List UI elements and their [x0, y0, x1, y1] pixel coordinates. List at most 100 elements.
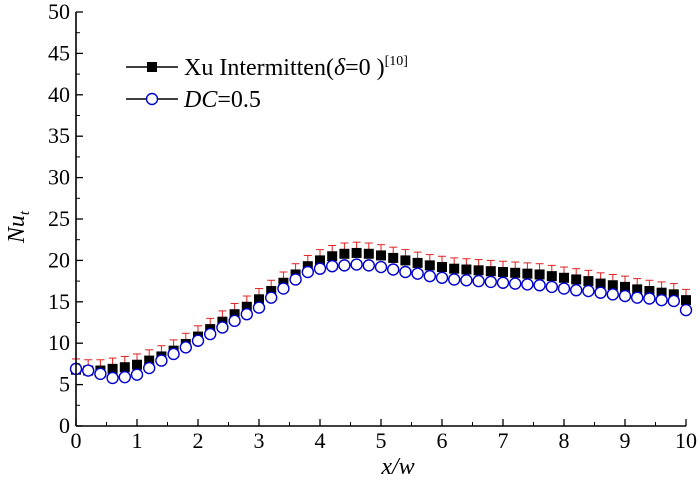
- data-point-series2: [277, 282, 290, 295]
- data-point-series1: [595, 278, 606, 289]
- data-point-series2: [81, 364, 95, 377]
- legend-marker-series1: [147, 62, 157, 72]
- data-point-series2: [350, 258, 363, 271]
- data-point-series1: [424, 260, 435, 271]
- x-tick-label: 0: [71, 428, 82, 453]
- data-point-series1: [522, 268, 533, 279]
- data-point-series1: [473, 265, 484, 276]
- legend-label-series1-delta: δ: [334, 55, 346, 81]
- x-tick-label: 6: [437, 428, 448, 453]
- x-tick-label: 1: [132, 428, 143, 453]
- data-point-series2: [570, 284, 583, 297]
- data-point-series2: [582, 284, 595, 298]
- x-tick-label: 10: [675, 428, 697, 453]
- data-point-series1: [412, 257, 423, 268]
- legend-entry-series2: DC=0.5: [126, 87, 261, 113]
- data-point-series2: [496, 276, 510, 289]
- data-point-series2: [618, 289, 632, 303]
- data-point-series1: [498, 266, 508, 277]
- legend-label-series1-prefix: Xu Intermitten(: [184, 55, 334, 81]
- data-point-series1: [315, 255, 325, 266]
- data-point-series2: [460, 274, 473, 287]
- x-tick-label: 2: [193, 428, 204, 453]
- data-point-series2: [252, 301, 266, 314]
- data-point-series2: [594, 286, 607, 299]
- data-point-series2: [167, 347, 180, 361]
- data-point-series2: [179, 341, 193, 354]
- data-point-series2: [228, 314, 241, 328]
- data-point-series1: [327, 251, 338, 262]
- y-axis-title-main: Nu: [4, 215, 30, 244]
- data-point-series1: [546, 271, 557, 282]
- data-point-series2: [606, 288, 619, 301]
- y-tick-label: 5: [59, 372, 70, 397]
- data-point-series2: [289, 273, 302, 286]
- data-point-series1: [559, 272, 569, 283]
- y-axis-title-subscript: t: [17, 210, 33, 215]
- data-point-series1: [266, 286, 277, 297]
- data-point-series1: [510, 267, 521, 278]
- data-point-series2: [411, 267, 424, 280]
- legend-entry-series1: Xu Intermitten(δ=0 )[10]: [126, 54, 408, 81]
- legend-label-series2-suffix: =0.5: [217, 87, 261, 113]
- data-point-series1: [241, 301, 252, 312]
- x-tick-label: 5: [376, 428, 387, 453]
- x-tick-label: 3: [254, 428, 265, 453]
- data-point-series2: [362, 259, 375, 272]
- data-point-series2: [655, 293, 668, 307]
- data-point-series1: [583, 276, 594, 287]
- data-point-series1: [656, 287, 667, 298]
- data-point-series2: [326, 259, 339, 273]
- data-point-series2: [509, 277, 522, 290]
- y-tick-label: 40: [48, 82, 70, 107]
- data-point-series2: [667, 294, 680, 308]
- data-point-series2: [301, 265, 314, 279]
- data-point-series2: [216, 321, 229, 334]
- data-point-series2: [387, 263, 400, 276]
- data-point-series2: [118, 370, 132, 384]
- data-point-series1: [681, 295, 691, 306]
- data-point-series2: [545, 280, 558, 294]
- data-point-series2: [142, 361, 156, 375]
- data-point-series1: [144, 355, 155, 366]
- data-point-series2: [374, 260, 388, 274]
- data-point-series1: [632, 284, 643, 295]
- data-point-series1: [254, 294, 264, 305]
- data-point-series1: [363, 248, 374, 259]
- y-tick-label: 50: [48, 0, 70, 24]
- data-point-series2: [435, 271, 449, 284]
- data-point-series1: [388, 252, 399, 263]
- data-point-series1: [132, 359, 142, 370]
- y-tick-label: 45: [48, 40, 70, 65]
- data-point-series2: [472, 274, 485, 288]
- data-point-series1: [376, 250, 386, 261]
- data-point-series2: [631, 291, 644, 304]
- legend-label-series1-ref: [10]: [385, 54, 408, 69]
- y-tick-label: 15: [48, 289, 70, 314]
- data-point-series1: [400, 255, 411, 266]
- x-tick-label: 8: [559, 428, 570, 453]
- data-point-series2: [313, 262, 327, 275]
- data-point-series1: [668, 289, 679, 300]
- data-point-series1: [339, 248, 350, 259]
- y-tick-label: 10: [48, 330, 70, 355]
- data-point-series2: [155, 354, 168, 367]
- x-tick-label: 7: [498, 428, 509, 453]
- y-tick-label: 25: [48, 206, 70, 231]
- y-tick-label: 20: [48, 247, 70, 272]
- data-point-series2: [191, 334, 205, 347]
- data-point-series2: [643, 292, 656, 305]
- data-point-series2: [423, 269, 436, 283]
- data-point-series1: [607, 280, 618, 291]
- data-point-series1: [351, 247, 362, 258]
- data-point-series2: [130, 368, 144, 381]
- data-point-series2: [94, 367, 107, 381]
- x-tick-label: 9: [620, 428, 631, 453]
- data-point-series1: [644, 286, 655, 297]
- data-point-series2: [240, 308, 254, 321]
- data-point-series2: [338, 259, 351, 272]
- data-point-series2: [203, 327, 217, 341]
- x-tick-label: 4: [315, 428, 326, 453]
